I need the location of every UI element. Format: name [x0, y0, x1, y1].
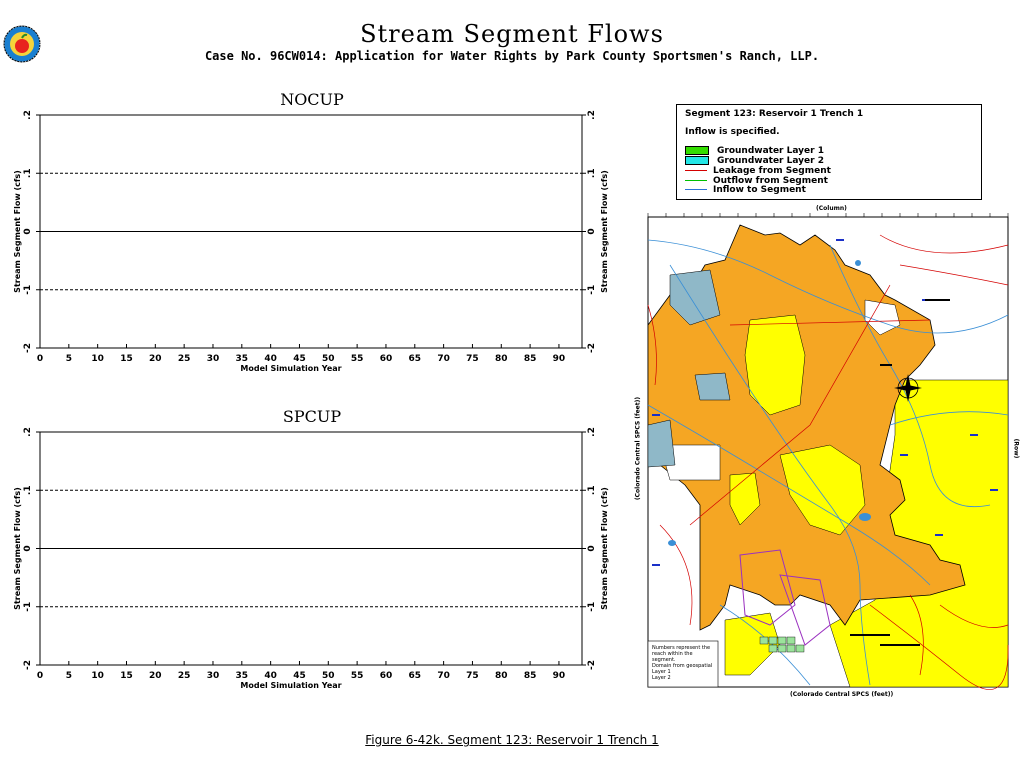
nocup-title: NOCUP: [280, 90, 344, 109]
map-left-label: (Colorado Central SPCS (feet)): [634, 396, 642, 501]
y-tick-label-left: -1: [23, 285, 33, 295]
legend-item-gw1: Groundwater Layer 1: [685, 146, 824, 156]
map-notes: Numbers represent the reach within the s…: [652, 645, 713, 681]
x-tick-label: 60: [380, 671, 393, 681]
map-side-label: (Row): [1012, 438, 1020, 459]
legend-item-leakage: Leakage from Segment: [685, 166, 831, 176]
x-tick-label: 90: [553, 354, 566, 364]
legend-inflow-note: Inflow is specified.: [685, 127, 780, 137]
x-tick-label: 75: [466, 354, 479, 364]
x-tick-label: 50: [322, 354, 335, 364]
x-tick-label: 80: [495, 354, 508, 364]
x-tick-label: 10: [91, 354, 104, 364]
x-tick-label: 15: [120, 671, 133, 681]
y-tick-label-right: 0: [587, 545, 597, 551]
x-tick-label: 85: [524, 671, 537, 681]
y-tick-label-right: -2: [587, 343, 597, 353]
page-title: Stream Segment Flows: [360, 20, 664, 48]
x-axis-label: Model Simulation Year: [240, 681, 341, 690]
nocup-chart: 0 5 10 15 20 25 30 35 40 45 50 55 60 65 70 75 80 85 90 -2 -2…: [13, 110, 609, 373]
x-tick-label: 45: [293, 671, 306, 681]
x-axis-label: Model Simulation Year: [240, 364, 341, 373]
x-tick-label: 45: [293, 354, 306, 364]
page-subtitle: Case No. 96CW014: Application for Water …: [204, 49, 820, 63]
x-tick-label: 5: [66, 671, 72, 681]
y-tick-label-left: 0: [23, 228, 33, 234]
y-tick-label-right: -2: [587, 660, 597, 670]
x-tick-label: 90: [553, 671, 566, 681]
x-tick-label: 35: [236, 354, 249, 364]
legend-item-gw2: Groundwater Layer 2: [685, 156, 824, 166]
x-tick-label: 35: [236, 671, 249, 681]
y-tick-label-right: .1: [587, 485, 597, 495]
y-tick-label-right: .2: [587, 427, 597, 437]
compass-rose-icon: [894, 374, 922, 402]
y-tick-label-right: -1: [587, 602, 597, 612]
legend-segment: Segment 123: Reservoir 1 Trench 1: [685, 109, 864, 119]
x-tick-label: 5: [66, 354, 72, 364]
x-tick-label: 30: [207, 354, 220, 364]
x-tick-label: 10: [91, 671, 104, 681]
x-tick-label: 40: [264, 354, 277, 364]
x-tick-label: 30: [207, 671, 220, 681]
x-tick-label: 15: [120, 354, 133, 364]
x-tick-label: 25: [178, 671, 191, 681]
y-axis-label-left: Stream Segment Flow (cfs): [13, 170, 22, 293]
x-tick-label: 60: [380, 354, 393, 364]
y-axis-label-right: Stream Segment Flow (cfs): [600, 487, 609, 610]
y-tick-label-left: -2: [23, 343, 33, 353]
segment-map: Numbers represent the reach within the s…: [630, 205, 1020, 705]
x-tick-label: 65: [409, 354, 422, 364]
x-tick-label: 20: [149, 671, 162, 681]
y-axis-label-left: Stream Segment Flow (cfs): [13, 487, 22, 610]
y-tick-label-right: -1: [587, 285, 597, 295]
x-tick-label: 0: [37, 671, 43, 681]
y-tick-label-right: .1: [587, 168, 597, 178]
spcup-chart: 0 5 10 15 20 25 30 35 40 45 50 55 60 65 70 75 80 85 90 -2 -2…: [13, 427, 609, 690]
y-tick-label-left: -2: [23, 660, 33, 670]
apple-seal-icon: [3, 25, 41, 63]
legend: Segment 123: Reservoir 1 Trench 1 Inflow…: [676, 104, 982, 200]
y-tick-label-left: 0: [23, 545, 33, 551]
x-tick-label: 40: [264, 671, 277, 681]
x-tick-label: 65: [409, 671, 422, 681]
y-tick-label-right: .2: [587, 110, 597, 120]
map-bottom-label: (Colorado Central SPCS (feet)): [790, 691, 894, 698]
y-tick-label-left: -1: [23, 602, 33, 612]
y-tick-label-right: 0: [587, 228, 597, 234]
y-tick-label-left: .1: [23, 168, 33, 178]
y-tick-label-left: .2: [23, 427, 33, 437]
x-tick-label: 0: [37, 354, 43, 364]
logo: [2, 24, 42, 64]
x-tick-label: 75: [466, 671, 479, 681]
x-tick-label: 70: [437, 354, 450, 364]
y-tick-label-left: .1: [23, 485, 33, 495]
x-tick-label: 70: [437, 671, 450, 681]
map-top-label: (Column): [816, 205, 847, 212]
map-graphic: [647, 213, 1009, 690]
x-tick-label: 55: [351, 671, 364, 681]
x-tick-label: 50: [322, 671, 335, 681]
legend-item-inflow: Inflow to Segment: [685, 185, 806, 195]
x-tick-label: 85: [524, 354, 537, 364]
legend-item-outflow: Outflow from Segment: [685, 176, 828, 186]
y-axis-label-right: Stream Segment Flow (cfs): [600, 170, 609, 293]
figure-caption: Figure 6-42k. Segment 123: Reservoir 1 T…: [365, 733, 659, 747]
x-tick-label: 55: [351, 354, 364, 364]
x-tick-label: 80: [495, 671, 508, 681]
x-tick-label: 20: [149, 354, 162, 364]
y-tick-label-left: .2: [23, 110, 33, 120]
spcup-title: SPCUP: [282, 407, 342, 426]
x-tick-label: 25: [178, 354, 191, 364]
